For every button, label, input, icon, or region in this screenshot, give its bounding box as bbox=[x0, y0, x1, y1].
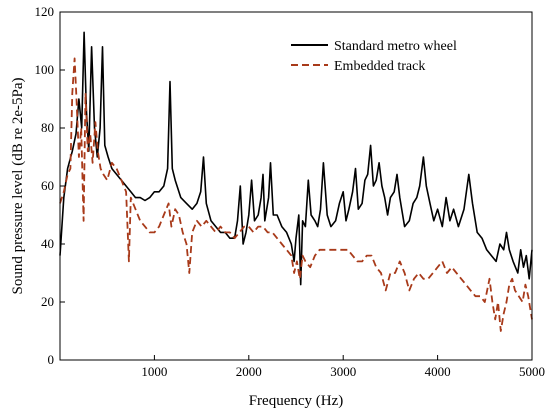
y-axis-title: Sound pressure level (dB re 2e-5Pa) bbox=[10, 77, 26, 294]
y-tick-label: 20 bbox=[41, 294, 54, 309]
x-ticks: 1000 2000 3000 4000 5000 bbox=[141, 355, 545, 379]
series-line-embedded-track bbox=[59, 57, 533, 332]
y-ticks: 0 20 40 60 80 100 120 bbox=[35, 4, 65, 367]
y-tick-label: 120 bbox=[35, 4, 55, 19]
x-axis-title: Frequency (Hz) bbox=[249, 393, 344, 409]
series-line-standard-metro-wheel bbox=[59, 31, 533, 286]
y-tick-label: 40 bbox=[41, 236, 54, 251]
y-tick-label: 0 bbox=[48, 352, 55, 367]
legend: Standard metro wheel Embedded track bbox=[291, 39, 457, 74]
x-tick-label: 2000 bbox=[236, 364, 262, 379]
y-tick-label: 60 bbox=[41, 178, 54, 193]
x-tick-label: 4000 bbox=[425, 364, 451, 379]
plot-lines bbox=[59, 31, 533, 332]
x-tick-label: 5000 bbox=[519, 364, 545, 379]
y-tick-label: 80 bbox=[41, 120, 54, 135]
legend-label-embedded-track: Embedded track bbox=[334, 59, 425, 74]
y-tick-label: 100 bbox=[35, 62, 55, 77]
legend-label-standard-metro-wheel: Standard metro wheel bbox=[334, 39, 457, 54]
x-tick-label: 3000 bbox=[330, 364, 356, 379]
x-tick-label: 1000 bbox=[141, 364, 167, 379]
